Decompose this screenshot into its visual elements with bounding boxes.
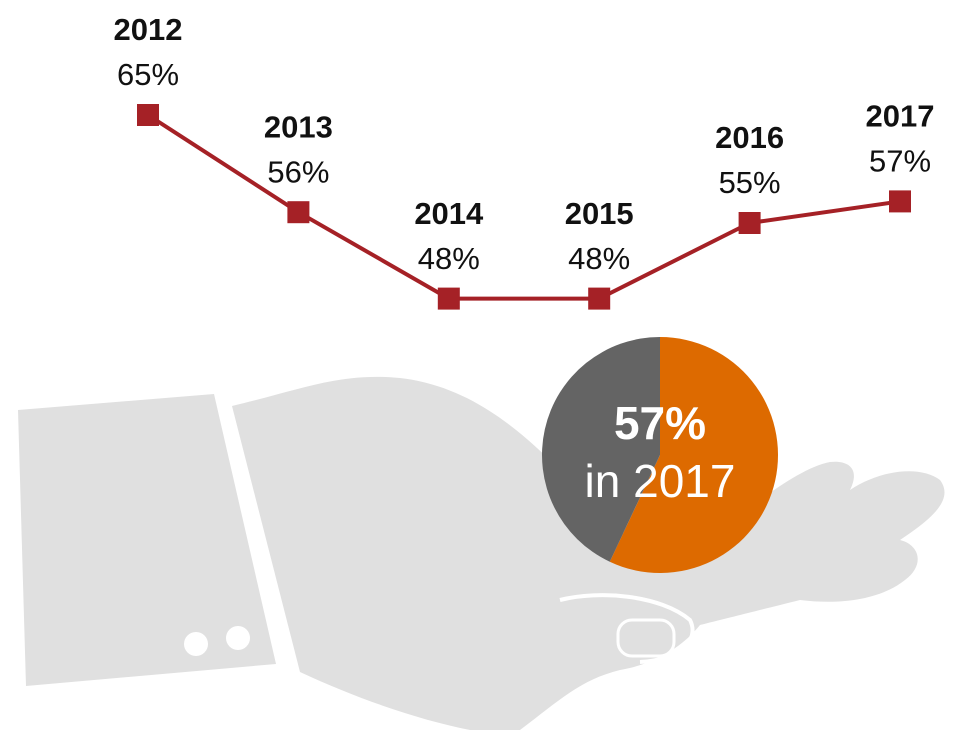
year-label: 2015 [565,196,634,231]
year-label: 2013 [264,109,333,144]
marker [437,287,460,310]
marker [588,287,611,310]
value-label: 65% [117,57,179,92]
value-label: 48% [568,241,630,276]
pie-slice [542,337,660,562]
year-label: 2014 [414,196,484,231]
marker [738,212,761,234]
pie-slice [609,337,779,573]
pie-subtitle: in 2017 [585,455,736,507]
value-label: 48% [418,241,480,276]
marker [889,190,911,213]
year-label: 2012 [114,12,183,47]
value-label: 57% [869,144,931,179]
pie-value-label: 57% [614,397,706,449]
line [146,113,901,301]
marker [137,104,159,126]
thumb-line [559,593,695,664]
hand [232,376,945,730]
hand-illustration [18,376,945,730]
year-label: 2016 [715,120,784,155]
thumbnail [616,618,676,658]
sleeve [18,394,276,686]
value-label: 55% [719,165,781,200]
year-label: 2017 [866,99,935,134]
button [226,626,250,650]
button [184,632,208,656]
value-label: 56% [267,154,329,189]
marker [287,201,310,224]
